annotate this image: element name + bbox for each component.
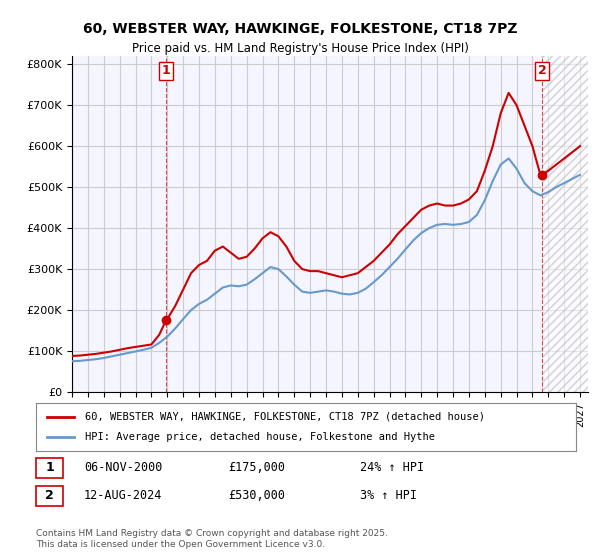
Text: 1: 1 [161,64,170,77]
Text: £175,000: £175,000 [228,461,285,474]
Text: 3% ↑ HPI: 3% ↑ HPI [360,489,417,502]
Text: 2: 2 [46,489,54,502]
Text: 24% ↑ HPI: 24% ↑ HPI [360,461,424,474]
Text: Price paid vs. HM Land Registry's House Price Index (HPI): Price paid vs. HM Land Registry's House … [131,42,469,55]
Text: 1: 1 [46,461,54,474]
Text: HPI: Average price, detached house, Folkestone and Hythe: HPI: Average price, detached house, Folk… [85,432,434,442]
Text: £530,000: £530,000 [228,489,285,502]
Text: 06-NOV-2000: 06-NOV-2000 [84,461,163,474]
Text: Contains HM Land Registry data © Crown copyright and database right 2025.
This d: Contains HM Land Registry data © Crown c… [36,529,388,549]
Text: 2: 2 [538,64,547,77]
Text: 60, WEBSTER WAY, HAWKINGE, FOLKESTONE, CT18 7PZ: 60, WEBSTER WAY, HAWKINGE, FOLKESTONE, C… [83,22,517,36]
Text: 12-AUG-2024: 12-AUG-2024 [84,489,163,502]
Text: 60, WEBSTER WAY, HAWKINGE, FOLKESTONE, CT18 7PZ (detached house): 60, WEBSTER WAY, HAWKINGE, FOLKESTONE, C… [85,412,485,422]
Bar [542,56,588,392]
